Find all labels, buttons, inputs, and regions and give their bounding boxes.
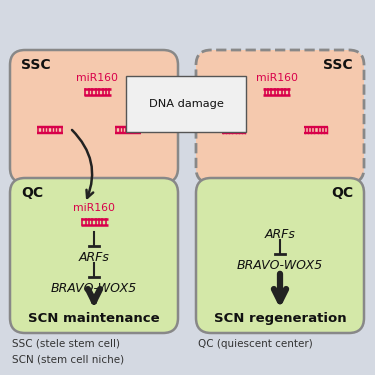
Text: SCN regeneration: SCN regeneration xyxy=(214,312,346,325)
Text: miR160: miR160 xyxy=(76,73,118,83)
Text: SCN maintenance: SCN maintenance xyxy=(28,312,160,325)
Text: QC (quiescent center): QC (quiescent center) xyxy=(198,339,313,349)
Text: BRAVO-WOX5: BRAVO-WOX5 xyxy=(51,282,137,295)
FancyArrowPatch shape xyxy=(173,105,192,122)
Text: ARFs: ARFs xyxy=(265,228,296,241)
FancyBboxPatch shape xyxy=(10,178,178,333)
Text: QC: QC xyxy=(331,186,353,200)
Text: miR160: miR160 xyxy=(256,73,298,83)
FancyBboxPatch shape xyxy=(196,50,364,183)
Text: SCN (stem cell niche): SCN (stem cell niche) xyxy=(12,355,124,365)
Text: miR160: miR160 xyxy=(73,203,115,213)
Text: DNA damage: DNA damage xyxy=(148,99,224,109)
Text: BRAVO-WOX5: BRAVO-WOX5 xyxy=(237,259,323,272)
FancyBboxPatch shape xyxy=(196,178,364,333)
FancyBboxPatch shape xyxy=(10,50,178,183)
Text: SSC: SSC xyxy=(323,58,353,72)
Text: SSC: SSC xyxy=(21,58,51,72)
Text: SSC (stele stem cell): SSC (stele stem cell) xyxy=(12,339,120,349)
Text: ARFs: ARFs xyxy=(79,251,110,264)
Text: QC: QC xyxy=(21,186,43,200)
